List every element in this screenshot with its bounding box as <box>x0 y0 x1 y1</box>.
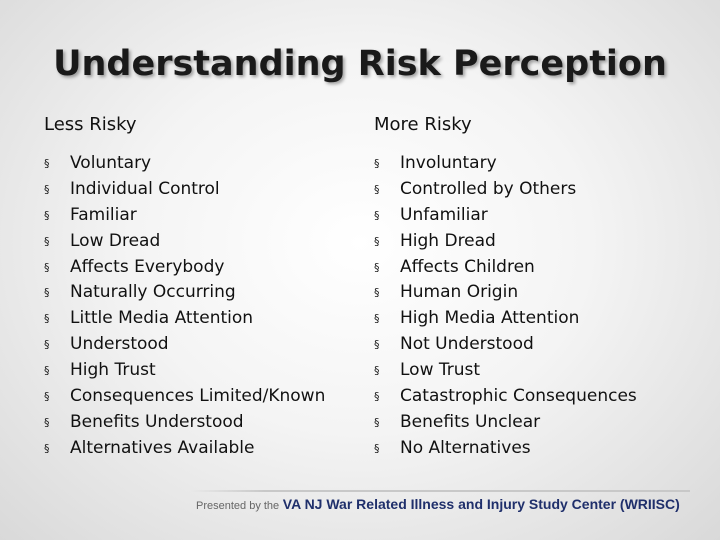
list-item: § Naturally Occurring <box>44 280 354 306</box>
list-item-label: Consequences Limited/Known <box>70 386 326 407</box>
list-item-label: Involuntary <box>400 153 497 173</box>
list-item-label: Unfamiliar <box>400 204 488 225</box>
bullet-icon: § <box>44 390 50 404</box>
list-item-label: Familiar <box>70 204 137 225</box>
list-item-label: Understood <box>70 334 169 355</box>
list-item: § Consequences Limited/Known <box>44 384 354 410</box>
list-item-label: High Trust <box>70 360 156 381</box>
list-item: § Alternatives Available <box>44 436 354 462</box>
bullet-icon: § <box>374 208 380 222</box>
list-item-label: Benefits Understood <box>70 411 244 432</box>
list-item: § Catastrophic Consequences <box>374 384 694 410</box>
list-item: § Not Understood <box>374 332 694 358</box>
bullet-icon: § <box>44 182 50 196</box>
bullet-icon: § <box>374 390 380 404</box>
list-item-label: Low Dread <box>70 230 161 251</box>
bullet-icon: § <box>374 441 380 455</box>
list-item: § Benefits Unclear <box>374 410 694 436</box>
bullet-icon: § <box>374 286 380 300</box>
bullet-icon: § <box>374 312 380 326</box>
bullet-icon: § <box>44 286 50 300</box>
list-item-label: Benefits Unclear <box>400 411 541 432</box>
list-item-label: High Dread <box>400 230 496 251</box>
more-risky-heading: More Risky <box>374 114 472 135</box>
list-item: § Understood <box>44 332 354 358</box>
list-item: § Unfamiliar <box>374 203 694 229</box>
list-item-label: Individual Control <box>70 178 220 199</box>
list-item: § Affects Children <box>374 255 694 281</box>
list-item: § Individual Control <box>44 177 354 203</box>
list-item-label: Naturally Occurring <box>70 282 236 303</box>
list-item: § High Dread <box>374 229 694 255</box>
list-item-label: Voluntary <box>70 153 152 173</box>
bullet-icon: § <box>44 364 50 378</box>
less-risky-column: Less Risky § Voluntary § Individual Contro… <box>44 112 354 462</box>
bullet-icon: § <box>44 157 50 170</box>
bullet-icon: § <box>44 415 50 429</box>
list-item: § Little Media Attention <box>44 306 354 332</box>
bullet-icon: § <box>374 157 380 170</box>
list-item: § Low Trust <box>374 358 694 384</box>
list-item: § Benefits Understood <box>44 410 354 436</box>
list-item-label: Affects Children <box>400 256 535 277</box>
list-item: § Involuntary <box>374 151 694 177</box>
list-item: § Human Origin <box>374 280 694 306</box>
list-item-label: Controlled by Others <box>400 178 577 199</box>
list-item: § Voluntary <box>44 151 354 177</box>
list-item: § High Media Attention <box>374 306 694 332</box>
less-risky-heading: Less Risky <box>44 114 137 135</box>
list-item-label: Little Media Attention <box>70 308 254 329</box>
footer-lead: Presented by the <box>196 500 280 512</box>
bullet-icon: § <box>44 441 50 455</box>
list-item: § High Trust <box>44 358 354 384</box>
less-risky-list: § Voluntary § Individual Control § Familiar… <box>44 151 354 462</box>
bullet-icon: § <box>374 182 380 196</box>
list-item: § No Alternatives <box>374 436 694 462</box>
list-item-label: No Alternatives <box>400 437 531 458</box>
list-item-label: Human Origin <box>400 282 519 303</box>
bullet-icon: § <box>374 415 380 429</box>
bullet-icon: § <box>44 234 50 248</box>
list-item-label: Alternatives Available <box>70 437 255 458</box>
list-item-label: Not Understood <box>400 334 534 355</box>
bullet-icon: § <box>374 234 380 248</box>
footer: Presented by the VA NJ War Related Illne… <box>0 490 720 530</box>
more-risky-list: § Involuntary § Controlled by Others § Unfa… <box>374 151 694 462</box>
more-risky-column: More Risky § Involuntary § Controlled by O… <box>374 112 694 462</box>
list-item-label: High Media Attention <box>400 308 580 329</box>
bullet-icon: § <box>44 312 50 326</box>
bullet-icon: § <box>44 260 50 274</box>
bullet-icon: § <box>44 338 50 352</box>
bullet-icon: § <box>374 364 380 378</box>
footer-center-name: VA NJ War Related Illness and Injury Stu… <box>282 496 680 512</box>
bullet-icon: § <box>44 208 50 222</box>
footer-credit: Presented by the VA NJ War Related Illne… <box>196 496 680 512</box>
footer-divider <box>190 490 690 492</box>
list-item: § Controlled by Others <box>374 177 694 203</box>
bullet-icon: § <box>374 260 380 274</box>
list-item: § Familiar <box>44 203 354 229</box>
list-item: § Low Dread <box>44 229 354 255</box>
slide-title: Understanding Risk Perception <box>53 44 667 84</box>
list-item-label: Catastrophic Consequences <box>400 386 637 407</box>
bullet-icon: § <box>374 338 380 352</box>
list-item-label: Affects Everybody <box>70 256 225 277</box>
list-item-label: Low Trust <box>400 360 481 381</box>
list-item: § Affects Everybody <box>44 255 354 281</box>
